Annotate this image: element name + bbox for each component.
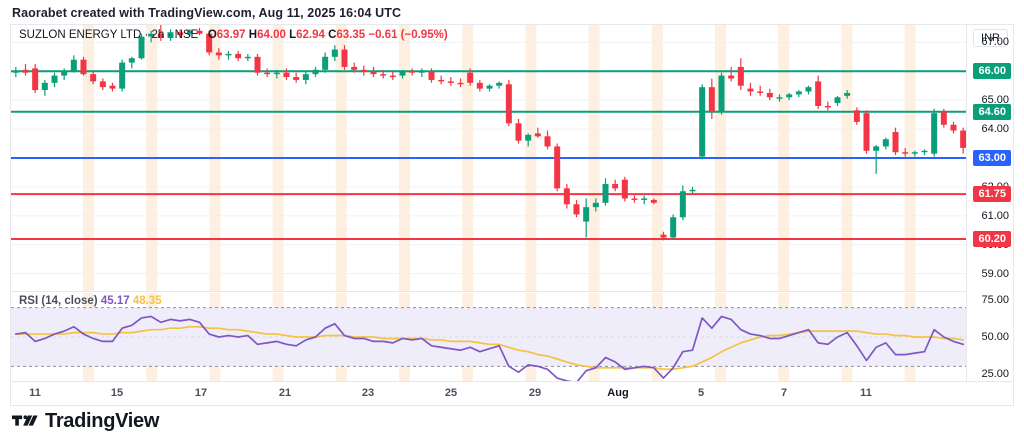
time-tick: 7 <box>780 387 788 399</box>
price-badge-resistance[interactable]: 66.00 <box>973 63 1011 80</box>
legend-symbol[interactable]: SUZLON ENERGY LTD <box>19 29 142 41</box>
legend-sep-2: · <box>167 29 172 41</box>
legend-high-label: H <box>248 29 258 41</box>
time-tick: 11 <box>29 387 41 399</box>
tradingview-logo-icon <box>12 413 38 431</box>
price-tick: 67.00 <box>981 36 1009 49</box>
tradingview-brand: TradingView <box>12 410 159 433</box>
time-tick: 21 <box>278 387 292 399</box>
rsi-canvas <box>11 293 968 381</box>
time-tick: 17 <box>194 387 208 399</box>
price-badge-current[interactable]: 63.00 <box>973 150 1011 166</box>
rsi-tick: 75.00 <box>981 294 1009 307</box>
rsi-legend-name[interactable]: RSI (14, close) <box>19 295 98 307</box>
legend-high-value: 64.00 <box>257 29 286 41</box>
time-tick: 23 <box>361 387 375 399</box>
time-tick: 15 <box>110 387 124 399</box>
rsi-legend-ma-value: 48.35 <box>132 295 162 307</box>
chart-plot-area[interactable] <box>11 25 968 381</box>
legend-change-value: −0.61 (−0.95%) <box>368 29 448 41</box>
time-tick: 5 <box>697 387 705 399</box>
time-tick: 29 <box>528 387 542 399</box>
currency-label: INR <box>973 29 1008 47</box>
legend-close-label: C <box>328 29 337 41</box>
rsi-tick: 50.00 <box>981 331 1009 343</box>
price-scale[interactable]: INR 67.0066.0065.0064.0063.0062.0061.006… <box>966 25 1013 381</box>
legend-sep-1: · <box>144 29 149 41</box>
price-badge-resistance[interactable]: 64.60 <box>973 103 1011 120</box>
price-badge-support[interactable]: 60.20 <box>973 230 1011 247</box>
price-tick: 59.00 <box>981 267 1009 280</box>
legend-low-label: L <box>289 29 297 41</box>
price-tick: 64.00 <box>981 123 1009 136</box>
price-tick: 65.00 <box>981 94 1009 107</box>
chart-legend: SUZLON ENERGY LTD · 2h · NSE O63.97 H64.… <box>19 29 448 41</box>
time-tick: 25 <box>444 387 458 399</box>
chart-frame: SUZLON ENERGY LTD · 2h · NSE O63.97 H64.… <box>10 24 1014 382</box>
time-tick: Aug <box>607 387 629 399</box>
pane-divider <box>11 291 968 292</box>
legend-close-value: 63.35 <box>336 29 366 41</box>
legend-interval[interactable]: 2h <box>151 29 165 41</box>
candlestick-canvas <box>11 25 968 291</box>
rsi-pane[interactable] <box>11 293 968 381</box>
time-tick: 11 <box>860 387 872 399</box>
price-pane[interactable] <box>11 25 968 291</box>
price-badge-support[interactable]: 61.75 <box>973 186 1011 203</box>
legend-open-label: O <box>207 29 217 41</box>
rsi-legend: RSI (14, close) 45.17 48.35 <box>19 295 162 307</box>
legend-exchange: NSE <box>174 29 199 41</box>
rsi-legend-value: 45.17 <box>100 295 130 307</box>
price-tick: 61.00 <box>981 209 1009 222</box>
time-scale[interactable]: 11 15 17 21 23 25 29 Aug 5 7 11 <box>10 382 1014 406</box>
legend-open-value: 63.97 <box>216 29 246 41</box>
watermark-text: Raorabet created with TradingView.com, A… <box>12 6 402 20</box>
rsi-tick: 25.00 <box>981 367 1009 380</box>
legend-low-value: 62.94 <box>296 29 325 41</box>
tradingview-brand-text: TradingView <box>45 410 160 432</box>
